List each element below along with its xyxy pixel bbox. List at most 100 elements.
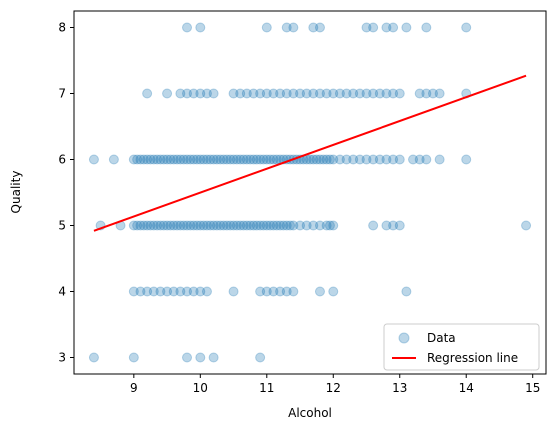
data-point <box>185 154 196 165</box>
data-point <box>261 22 272 33</box>
data-point <box>401 22 412 33</box>
data-point <box>281 220 292 231</box>
data-point <box>182 220 193 231</box>
data-point <box>215 220 226 231</box>
data-point <box>128 154 139 165</box>
data-point <box>314 88 325 99</box>
x-axis: 9 10 11 12 13 14 15 <box>130 374 540 395</box>
data-point <box>334 154 345 165</box>
data-point <box>142 286 153 297</box>
regression-line <box>93 74 527 232</box>
data-point <box>235 154 246 165</box>
data-point <box>208 352 219 363</box>
data-point <box>221 154 232 165</box>
data-point <box>275 286 286 297</box>
data-point <box>182 352 193 363</box>
data-point <box>162 220 173 231</box>
y-tick-label: 5 <box>58 219 66 233</box>
data-point <box>108 154 119 165</box>
data-point <box>142 154 153 165</box>
data-point <box>132 220 143 231</box>
x-tick-label: 13 <box>392 381 407 395</box>
legend-label-regression: Regression line <box>427 351 518 365</box>
data-point <box>172 154 183 165</box>
data-point <box>401 286 412 297</box>
y-tick-label: 7 <box>58 87 66 101</box>
data-point <box>152 154 163 165</box>
data-point <box>248 220 259 231</box>
data-point <box>361 154 372 165</box>
data-point <box>135 220 146 231</box>
y-tick-label: 4 <box>58 285 66 299</box>
data-point <box>255 286 266 297</box>
data-point <box>261 286 272 297</box>
data-point <box>88 352 99 363</box>
data-point <box>225 220 236 231</box>
data-point <box>218 154 229 165</box>
data-point <box>241 154 252 165</box>
data-point <box>175 88 186 99</box>
data-point <box>328 88 339 99</box>
data-point <box>261 220 272 231</box>
data-point <box>195 154 206 165</box>
y-tick-label: 3 <box>58 351 66 365</box>
y-tick-label: 6 <box>58 153 66 167</box>
data-point <box>295 88 306 99</box>
data-point <box>255 220 266 231</box>
x-tick-label: 14 <box>459 381 474 395</box>
data-point <box>155 286 166 297</box>
data-point <box>245 220 256 231</box>
data-point <box>172 220 183 231</box>
data-point <box>268 220 279 231</box>
data-point <box>148 220 159 231</box>
data-point <box>261 154 272 165</box>
data-point <box>381 88 392 99</box>
legend-marker-data <box>398 332 410 344</box>
data-point <box>381 220 392 231</box>
data-point <box>381 154 392 165</box>
data-point <box>414 88 425 99</box>
data-point <box>341 88 352 99</box>
data-point <box>205 220 216 231</box>
data-point <box>434 88 445 99</box>
data-point <box>178 220 189 231</box>
data-point <box>228 88 239 99</box>
data-point <box>361 22 372 33</box>
data-point <box>334 88 345 99</box>
data-point <box>228 154 239 165</box>
y-axis-label: Quality <box>9 171 23 214</box>
data-point <box>155 154 166 165</box>
data-point <box>255 88 266 99</box>
data-point <box>394 88 405 99</box>
data-point <box>142 88 153 99</box>
regression-layer <box>93 74 527 232</box>
data-point <box>275 220 286 231</box>
data-point <box>178 154 189 165</box>
x-tick-label: 9 <box>130 381 138 395</box>
data-point <box>321 88 332 99</box>
data-point <box>271 154 282 165</box>
data-point <box>211 154 222 165</box>
data-point <box>135 154 146 165</box>
data-point <box>348 154 359 165</box>
data-point <box>231 154 242 165</box>
data-point <box>235 88 246 99</box>
data-point <box>308 22 319 33</box>
data-point <box>145 220 156 231</box>
data-point <box>158 154 169 165</box>
data-point <box>288 220 299 231</box>
data-point <box>195 88 206 99</box>
data-point <box>182 88 193 99</box>
data-point <box>165 154 176 165</box>
data-point <box>185 220 196 231</box>
data-point <box>281 22 292 33</box>
data-point <box>168 154 179 165</box>
data-point <box>368 220 379 231</box>
data-point <box>427 88 438 99</box>
data-point <box>208 220 219 231</box>
data-point <box>188 286 199 297</box>
data-point <box>374 88 385 99</box>
data-point <box>188 220 199 231</box>
data-point <box>241 220 252 231</box>
data-point <box>128 220 139 231</box>
